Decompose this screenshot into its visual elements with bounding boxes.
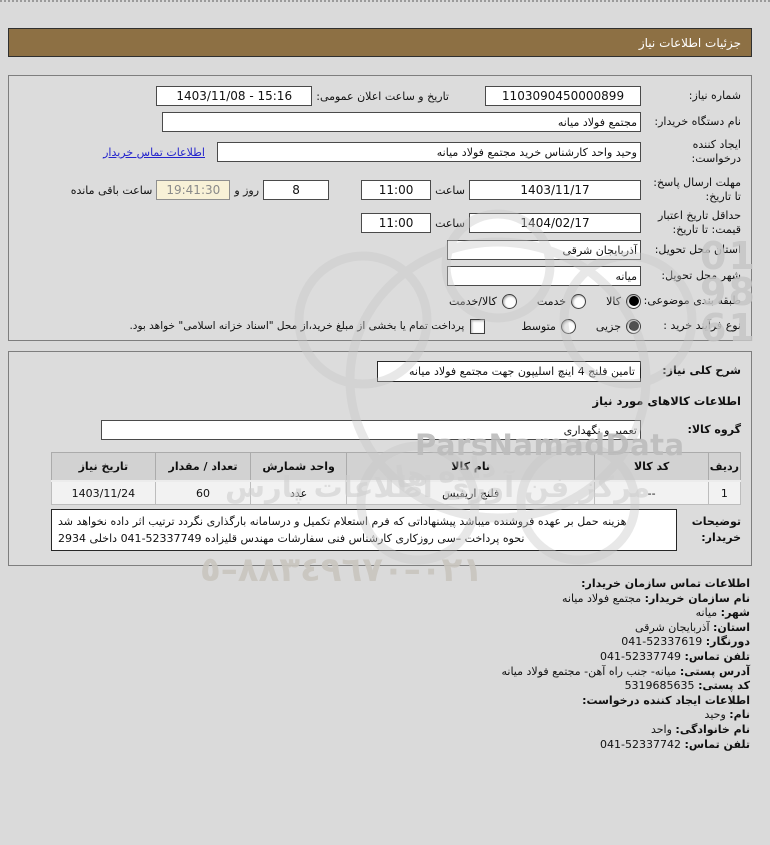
countdown-timer: 19:41:30	[156, 180, 231, 200]
contact-line: نام سازمان خریدار: مجتمع فولاد میانه	[561, 591, 750, 605]
classification-label: طبقه بندی موضوعی:	[643, 293, 741, 307]
goods-group-row: گروه کالا: تعمیر و نگهداری	[19, 420, 741, 440]
buyer-contact-link[interactable]: اطلاعات تماس خریدار	[103, 145, 205, 159]
radio-icon[interactable]	[626, 318, 641, 334]
days-remaining-input[interactable]: 8	[263, 180, 330, 200]
price-validity-date-input[interactable]: 1404/02/17	[469, 213, 641, 233]
announce-datetime-label: تاریخ و ساعت اعلان عمومی:	[316, 89, 449, 103]
col-unit: واحد شمارش	[250, 452, 347, 482]
remaining-hours-label: ساعت باقی مانده	[70, 183, 153, 197]
cell-goods-code: --	[594, 480, 709, 505]
need-description-value: تامین فلنج 4 اینچ اسلیپون جهت مجتمع فولا…	[377, 360, 641, 382]
price-validity-time-input[interactable]: 11:00	[361, 213, 432, 233]
radio-label: خدمت	[536, 294, 567, 308]
process-type-label: نوع فرآیند خرید :	[663, 318, 741, 332]
buyer-org-input[interactable]: مجتمع فولاد میانه	[162, 112, 641, 132]
creator-row: ایجاد کننده درخواست: وحید واحد کارشناس خ…	[19, 138, 741, 166]
buyer-remarks-box: هزینه حمل بر عهده فروشنده میباشد پیشنهاد…	[51, 509, 677, 552]
province-row: استان محل تحویل: آذربایجان شرقی	[19, 240, 741, 260]
radio-label: کالا	[606, 294, 621, 308]
buyer-remarks-line: هزینه حمل بر عهده فروشنده میباشد پیشنهاد…	[58, 515, 627, 528]
province-input[interactable]: آذربایجان شرقی	[447, 240, 641, 260]
buyer-org-label: نام دستگاه خریدار:	[654, 114, 741, 128]
buyer-remarks-line: نحوه پرداخت –سی روزکاری کارشناس فنی سفار…	[58, 532, 525, 546]
contact-line: تلفن تماس: 52337749-041	[600, 649, 750, 663]
treasury-payment-checkbox[interactable]	[470, 318, 486, 334]
goods-group-input[interactable]: تعمیر و نگهداری	[101, 420, 641, 440]
cell-unit: عدد	[250, 480, 347, 505]
city-input[interactable]: میانه	[447, 266, 641, 286]
radio-option-minor[interactable]: جزیی	[595, 318, 641, 334]
price-validity-row: حداقل تاریخ اعتبار قیمت: تا تاریخ: 1404/…	[19, 209, 741, 237]
need-description-label: شرح کلی نیاز:	[662, 363, 741, 377]
contact-line: شهر: میانه	[695, 606, 750, 620]
radio-icon[interactable]	[571, 293, 587, 309]
reply-hour-label: ساعت	[435, 183, 465, 197]
creator-contact-title: اطلاعات ایجاد کننده درخواست:	[582, 693, 750, 707]
creator-label: ایجاد کننده درخواست:	[691, 137, 741, 165]
radio-icon[interactable]	[560, 318, 576, 334]
radio-option-service[interactable]: خدمت	[536, 293, 587, 309]
top-dotted-divider	[0, 0, 770, 2]
radio-icon[interactable]	[626, 293, 641, 309]
need-number-row: شماره نیاز: 1103090450000899 تاریخ و ساع…	[19, 86, 741, 106]
contact-line: کد پستی: 5319685635	[624, 679, 750, 693]
radio-option-medium[interactable]: متوسط	[521, 318, 576, 334]
reply-deadline-date-input[interactable]: 1403/11/17	[469, 180, 641, 200]
col-goods-code: کد کالا	[594, 452, 709, 482]
reply-deadline-label: مهلت ارسال پاسخ: تا تاریخ:	[653, 175, 741, 203]
org-contact-title: اطلاعات تماس سازمان خریدار:	[581, 577, 750, 590]
cell-goods-name: فلنج اریفیس	[345, 480, 596, 505]
cell-quantity: 60	[154, 480, 252, 505]
goods-section-title: اطلاعات کالاهای مورد نیاز	[592, 394, 741, 408]
col-need-date: تاریخ نیاز	[51, 452, 156, 482]
contact-line: استان: آذربایجان شرقی	[635, 620, 750, 634]
province-label: استان محل تحویل:	[654, 242, 741, 256]
reply-deadline-time-input[interactable]: 11:00	[361, 180, 432, 200]
goods-table-row: 1 -- فلنج اریفیس عدد 60 1403/11/24	[51, 480, 742, 505]
treasury-payment-label: پرداخت تمام یا بخشی از مبلغ خرید،از محل …	[129, 320, 465, 332]
buyer-remarks-row: توضیحات خریدار: هزینه حمل بر عهده فروشند…	[19, 509, 741, 552]
need-number-input[interactable]: 1103090450000899	[485, 86, 641, 106]
goods-info-panel: شرح کلی نیاز: تامین فلنج 4 اینچ اسلیپون …	[8, 351, 752, 566]
cell-need-date: 1403/11/24	[51, 480, 156, 505]
classification-row: طبقه بندی موضوعی: کالا خدمت کالا/خدمت	[19, 292, 741, 310]
buyer-remarks-label: توضیحات خریدار:	[691, 515, 741, 545]
announce-datetime-input[interactable]: 1403/11/08 - 15:16	[156, 86, 313, 106]
days-label: روز و	[234, 183, 260, 197]
city-label: شهر محل تحویل:	[661, 268, 741, 282]
radio-icon[interactable]	[501, 293, 517, 309]
col-row-number: ردیف	[707, 452, 742, 482]
page-title: جزئیات اطلاعات نیاز	[638, 35, 741, 50]
radio-label: کالا/خدمت	[449, 294, 497, 308]
contact-line: آدرس پستی: میانه- جنب راه آهن- مجتمع فول…	[501, 664, 751, 678]
goods-table: ردیف کد کالا نام کالا واحد شمارش تعداد /…	[51, 452, 742, 505]
need-description-row: شرح کلی نیاز: تامین فلنج 4 اینچ اسلیپون …	[19, 360, 741, 382]
page-title-bar: جزئیات اطلاعات نیاز	[8, 28, 752, 57]
need-number-label: شماره نیاز:	[688, 88, 741, 102]
contact-info-section: اطلاعات تماس سازمان خریدار: نام سازمان خ…	[10, 577, 751, 752]
goods-table-header-row: ردیف کد کالا نام کالا واحد شمارش تعداد /…	[51, 452, 742, 482]
price-validity-label: حداقل تاریخ اعتبار قیمت: تا تاریخ:	[657, 208, 741, 236]
radio-label: متوسط	[521, 319, 556, 333]
contact-line: نام: وحید	[704, 708, 750, 722]
col-goods-name: نام کالا	[345, 452, 596, 482]
buyer-org-row: نام دستگاه خریدار: مجتمع فولاد میانه	[19, 112, 741, 132]
radio-label: جزیی	[595, 319, 621, 333]
contact-line: دورنگار: 52337619-041	[621, 635, 750, 649]
radio-option-goods[interactable]: کالا	[606, 293, 641, 309]
process-type-row: نوع فرآیند خرید : جزیی متوسط پرداخت تمام…	[19, 317, 741, 335]
creator-input[interactable]: وحید واحد کارشناس خرید مجتمع فولاد میانه	[217, 142, 641, 162]
contact-line: نام خانوادگی: واحد	[650, 722, 750, 736]
cell-row-number: 1	[707, 480, 742, 505]
request-info-panel: شماره نیاز: 1103090450000899 تاریخ و ساع…	[8, 75, 752, 341]
goods-group-label: گروه کالا:	[687, 422, 741, 436]
reply-deadline-row: مهلت ارسال پاسخ: تا تاریخ: 1403/11/17 سا…	[19, 176, 741, 204]
radio-option-goods-service[interactable]: کالا/خدمت	[449, 293, 517, 309]
contact-line: تلفن تماس: 52337742-041	[600, 737, 750, 751]
price-validity-hour-label: ساعت	[435, 216, 465, 230]
col-quantity: تعداد / مقدار	[154, 452, 252, 482]
city-row: شهر محل تحویل: میانه	[19, 266, 741, 286]
